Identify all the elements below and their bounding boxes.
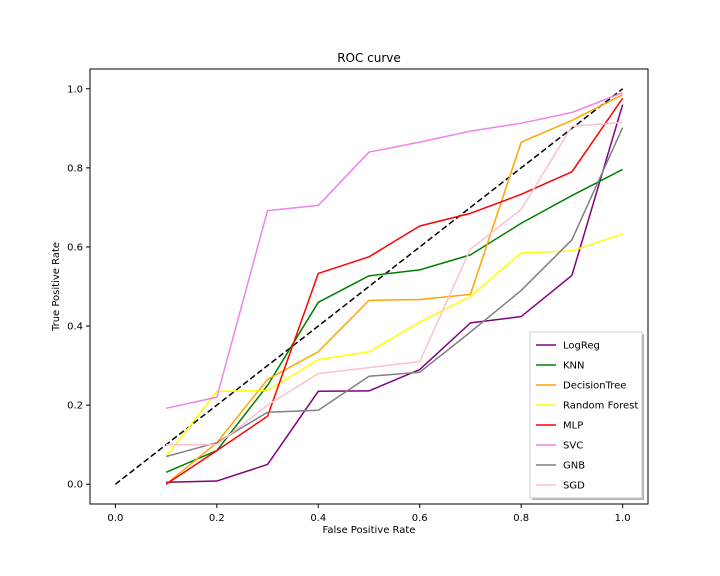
- y-tick-label: 0.2: [67, 401, 83, 412]
- legend-label: LogReg: [563, 341, 600, 352]
- y-tick-label: 0.4: [67, 322, 83, 333]
- x-tick-label: 0.2: [209, 513, 225, 524]
- plot-area: 0.0 0.2 0.4 0.6 0.8 1.0 0.0 0.2 0.4 0.6 0.8 1.0: [67, 68, 649, 524]
- chart-title: ROC curve: [337, 51, 401, 65]
- legend-label: GNB: [563, 461, 585, 472]
- y-tick-label: 0.6: [67, 242, 83, 253]
- x-tick-label: 0.6: [412, 513, 428, 524]
- series-line-random-forest: [165, 233, 623, 458]
- series-line-svc: [165, 92, 623, 410]
- series-line-sgd: [166, 121, 623, 446]
- x-tick-label: 1.0: [615, 513, 631, 524]
- series-line-mlp: [165, 97, 624, 485]
- axes-frame: [89, 68, 649, 505]
- legend-label: SGD: [563, 481, 585, 492]
- x-tick-label: 0.8: [513, 513, 529, 524]
- legend-label: DecisionTree: [563, 381, 626, 392]
- x-tick-label: 0.4: [310, 513, 326, 524]
- series-line-knn: [165, 168, 623, 474]
- x-tick-label: 0.0: [107, 513, 123, 524]
- legend: LogReg KNN DecisionTree Random Forest MLP SVC…: [529, 331, 644, 500]
- diagonal-reference-line: [114, 88, 624, 485]
- legend-label: Random Forest: [563, 401, 638, 412]
- x-axis-label: False Positive Rate: [323, 525, 416, 536]
- series-line-gnb: [165, 127, 624, 458]
- legend-label: SVC: [563, 441, 583, 452]
- y-tick-label: 0.0: [67, 480, 83, 491]
- legend-box: [529, 331, 643, 499]
- series-line-decisiontree: [165, 94, 623, 485]
- y-tick-label: 1.0: [67, 84, 83, 95]
- y-tick-label: 0.8: [67, 163, 83, 174]
- series-line-logreg: [166, 104, 624, 483]
- legend-label: MLP: [563, 421, 583, 432]
- legend-label: KNN: [563, 361, 585, 372]
- y-axis-label: True Positive Rate: [51, 242, 62, 332]
